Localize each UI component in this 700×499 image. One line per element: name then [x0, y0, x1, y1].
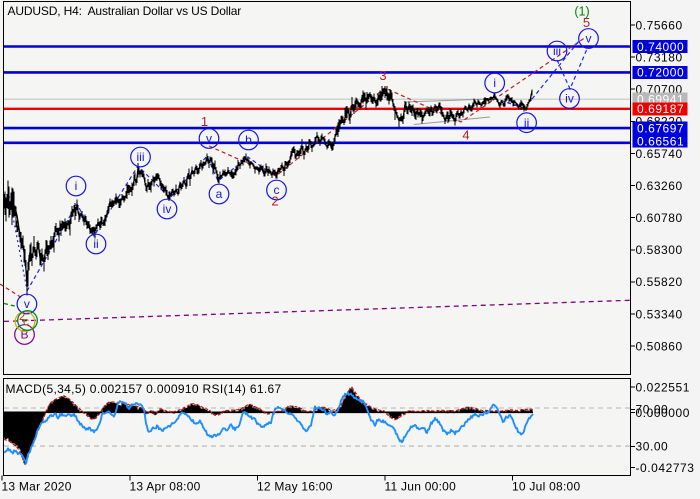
svg-text:i: i	[75, 179, 78, 193]
svg-text:0.72000: 0.72000	[637, 66, 684, 80]
svg-text:10 Jul 08:00: 10 Jul 08:00	[512, 480, 580, 494]
svg-text:iii: iii	[137, 150, 145, 164]
svg-text:0.63260: 0.63260	[636, 179, 683, 193]
svg-text:ii: ii	[524, 116, 529, 130]
svg-text:iv: iv	[565, 92, 574, 106]
svg-text:0.50860: 0.50860	[636, 340, 683, 354]
svg-text:0.74000: 0.74000	[637, 40, 684, 54]
svg-text:0.53340: 0.53340	[636, 307, 683, 321]
svg-text:12 May 16:00: 12 May 16:00	[257, 480, 333, 494]
svg-text:i: i	[493, 76, 496, 90]
svg-text:c: c	[274, 183, 280, 197]
svg-text:iii: iii	[553, 44, 561, 58]
svg-text:0.73180: 0.73180	[636, 50, 683, 64]
svg-text:13 Mar 2020: 13 Mar 2020	[2, 480, 72, 494]
svg-text:0.60780: 0.60780	[636, 211, 683, 225]
svg-text:v: v	[586, 32, 592, 46]
svg-text:c: c	[23, 315, 29, 329]
svg-text:0.66561: 0.66561	[637, 134, 684, 148]
svg-text:2: 2	[271, 194, 278, 209]
svg-text:ii: ii	[93, 237, 98, 251]
svg-text:0.000000: 0.000000	[636, 406, 690, 420]
svg-text:v: v	[206, 132, 212, 146]
svg-text:iv: iv	[163, 202, 172, 216]
svg-text:1: 1	[201, 114, 208, 129]
svg-text:MACD(5,34,5) 0.002157 0.000910: MACD(5,34,5) 0.002157 0.000910 RSI(14) 6…	[6, 382, 282, 396]
svg-text:5: 5	[583, 15, 590, 30]
svg-text:0.55820: 0.55820	[636, 275, 683, 289]
svg-text:4: 4	[462, 128, 469, 143]
svg-text:70.00: 70.00	[636, 403, 669, 417]
svg-text:(1): (1)	[574, 5, 589, 19]
svg-text:30.00: 30.00	[636, 440, 669, 454]
svg-text:0.022551: 0.022551	[636, 380, 690, 394]
svg-text:2: 2	[19, 311, 25, 323]
svg-text:b: b	[245, 133, 252, 147]
svg-text:13 Apr 08:00: 13 Apr 08:00	[130, 480, 201, 494]
svg-text:0.67697: 0.67697	[637, 121, 684, 135]
svg-text:0.75660: 0.75660	[636, 18, 683, 32]
svg-text:3: 3	[379, 68, 386, 83]
svg-text:v: v	[24, 297, 30, 311]
svg-text:-0.042773: -0.042773	[636, 461, 695, 475]
svg-text:0.69187: 0.69187	[637, 102, 684, 116]
svg-text:0.65740: 0.65740	[636, 147, 683, 161]
svg-text:B: B	[20, 328, 28, 342]
svg-text:0.58300: 0.58300	[636, 243, 683, 257]
svg-text:11 Jun 00:00: 11 Jun 00:00	[385, 480, 457, 494]
svg-text:AUDUSD, H4: Australian Dollar: AUDUSD, H4: Australian Dollar vs US Doll…	[8, 4, 242, 18]
svg-text:a: a	[216, 187, 223, 201]
